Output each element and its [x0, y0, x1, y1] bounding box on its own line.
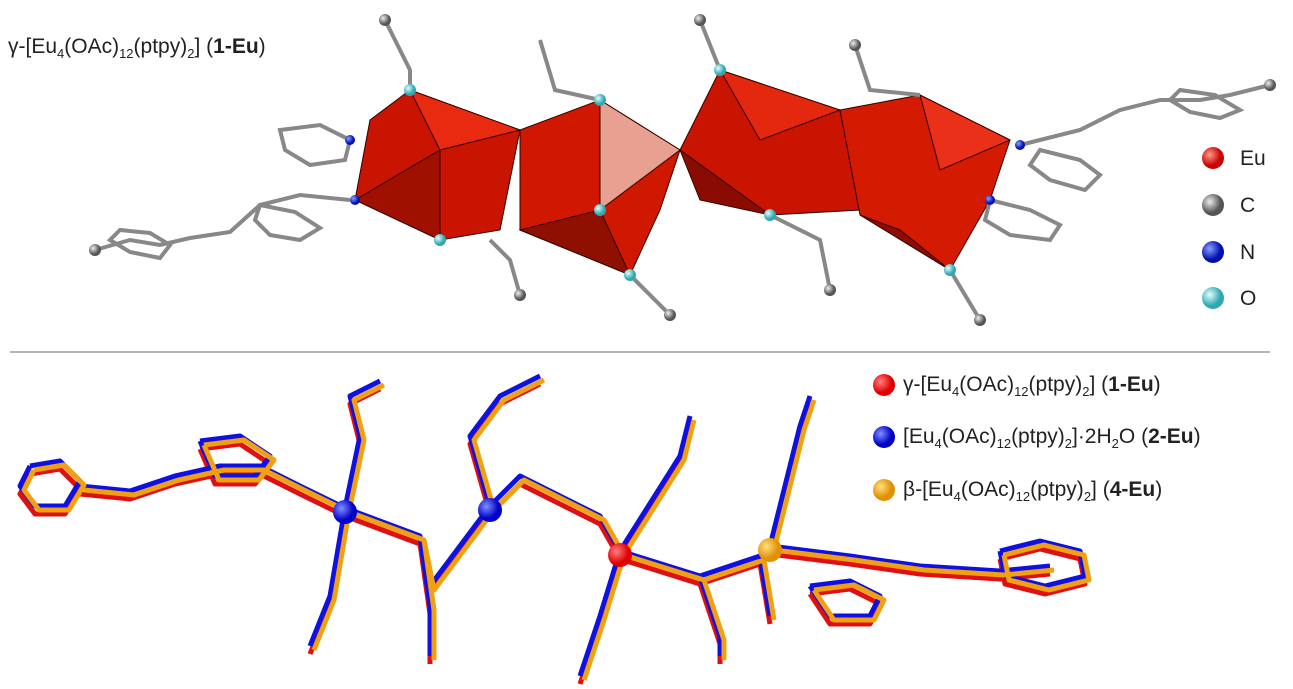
label-part: 2 [1084, 489, 1091, 504]
label-part: ) [1194, 425, 1201, 448]
label-part: (OAc) [961, 478, 1016, 501]
label-part: ) [259, 35, 266, 58]
label-part: 1-Eu [1108, 373, 1154, 396]
label-part: 12 [1014, 384, 1028, 399]
label-part: 4 [954, 489, 961, 504]
bond-stick [345, 514, 490, 594]
bond-stick [494, 480, 624, 555]
label-part: 1-Eu [213, 35, 259, 58]
eu-atom [758, 538, 782, 562]
label-part: (ptpy) [1011, 425, 1065, 448]
label-part: ] ( [1091, 478, 1110, 501]
label-part: ) [1155, 478, 1162, 501]
label-part: (ptpy) [1030, 478, 1084, 501]
eu-atom [478, 498, 502, 522]
bond-stick [490, 476, 620, 551]
label-part: (ptpy) [134, 35, 188, 58]
label-part: (OAc) [942, 425, 997, 448]
label-part: (ptpy) [1029, 373, 1083, 396]
atom-label: C [1240, 195, 1255, 216]
label-part: (OAc) [959, 373, 1014, 396]
label-part: ]·2H [1072, 425, 1112, 448]
label-part: 12 [119, 46, 133, 61]
polyhedra [355, 70, 1010, 275]
bond-stick [620, 416, 690, 551]
label-part: ) [1154, 373, 1161, 396]
atom-label: O [1240, 288, 1256, 309]
bond-stick [349, 385, 384, 512]
label-part: 12 [1016, 489, 1030, 504]
label-part: 12 [997, 436, 1011, 451]
overlay-wireframe [20, 376, 1089, 684]
bond-stick [620, 559, 770, 624]
label-part: 2 [1112, 436, 1119, 451]
label-part: (OAc) [64, 35, 119, 58]
eu-atom [333, 500, 357, 524]
figure: γ-[Eu4(OAc)12(ptpy)2] (1-Eu) Eu C N O γ-… [0, 0, 1293, 689]
atom-label: N [1240, 242, 1255, 263]
overlay-label: [Eu4(OAc)12(ptpy)2]·2H2O (2-Eu) [903, 426, 1201, 450]
label-part: 4 [935, 436, 942, 451]
label-part: [Eu [903, 425, 935, 448]
label-part: γ-[Eu [903, 373, 952, 396]
overlay-label: β-[Eu4(OAc)12(ptpy)2] (4-Eu) [903, 479, 1162, 503]
eu-atom [608, 543, 632, 567]
bond-stick [770, 396, 810, 546]
bond-stick [774, 400, 814, 550]
overlay-label: γ-[Eu4(OAc)12(ptpy)2] (1-Eu) [903, 374, 1161, 398]
label-part: ] ( [1089, 373, 1108, 396]
structure-art [0, 0, 1293, 689]
label-part: O ( [1119, 425, 1148, 448]
bond-stick [584, 555, 624, 680]
atom-label: Eu [1240, 148, 1266, 169]
label-part: γ-[Eu [8, 35, 57, 58]
label-part: ] ( [194, 35, 213, 58]
bond-stick [580, 551, 620, 676]
label-part: 2 [1065, 436, 1072, 451]
ligand-sticks [95, 20, 1270, 320]
label-part: 4-Eu [1110, 478, 1156, 501]
structure-label: γ-[Eu4(OAc)12(ptpy)2] (1-Eu) [8, 36, 266, 60]
label-part: β-[Eu [903, 478, 954, 501]
label-part: 2-Eu [1148, 425, 1194, 448]
atoms [89, 14, 1276, 326]
